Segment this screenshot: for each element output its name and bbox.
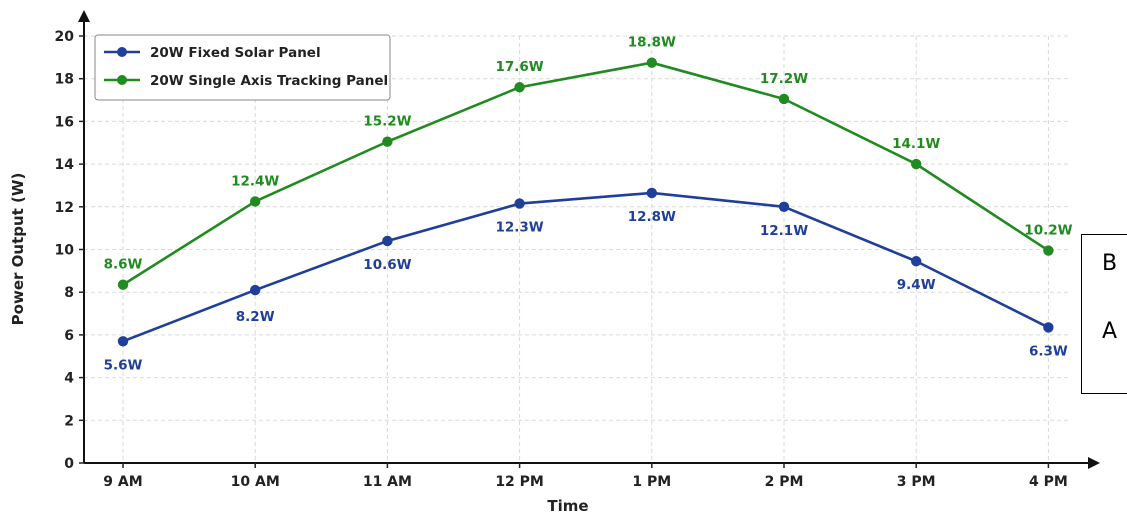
legend-marker bbox=[117, 47, 127, 57]
data-point bbox=[778, 201, 790, 212]
series-tracking-panel: 8.6W 12.4W 15.2W 17.6W 18.8W 17.2W 14.1W 10.2W bbox=[104, 35, 1073, 290]
data-point bbox=[778, 93, 790, 105]
series-layer: 5.6W 8.2W 10.6W 12.3W 12.8W 12.1W 9.4W 6.3W 8.6W… bbox=[104, 35, 1073, 374]
series-fixed-panel: 5.6W 8.2W 10.6W 12.3W 12.8W 12.1W 9.4W 6.3W bbox=[104, 187, 1068, 373]
x-axis-title: Time bbox=[547, 497, 588, 515]
data-label: 10.2W bbox=[1024, 223, 1072, 239]
data-point bbox=[1043, 322, 1054, 333]
data-point bbox=[117, 336, 129, 347]
data-label: 5.6W bbox=[104, 357, 143, 373]
y-tick-label: 6 bbox=[64, 328, 74, 344]
data-point bbox=[382, 235, 393, 247]
y-tick-label: 20 bbox=[55, 29, 75, 45]
data-label: 9.4W bbox=[897, 277, 936, 293]
side-label-b: B bbox=[1102, 251, 1118, 276]
side-label-box: B A bbox=[1081, 234, 1127, 394]
y-axis-title: Power Output (W) bbox=[9, 173, 27, 326]
data-point bbox=[514, 82, 525, 93]
y-tick-label: 16 bbox=[55, 114, 74, 130]
data-label: 8.6W bbox=[104, 257, 143, 273]
x-tick-label: 12 PM bbox=[495, 474, 544, 490]
data-label: 6.3W bbox=[1029, 343, 1068, 359]
y-tick-label: 12 bbox=[55, 200, 74, 216]
data-point bbox=[911, 158, 922, 170]
series-line bbox=[122, 191, 1049, 343]
y-tick-label: 4 bbox=[64, 371, 74, 387]
y-axis-arrow bbox=[78, 10, 90, 22]
data-label: 12.4W bbox=[231, 173, 279, 189]
side-label-a: A bbox=[1102, 319, 1118, 344]
data-label: 18.8W bbox=[628, 35, 676, 51]
data-point bbox=[911, 256, 922, 267]
data-point bbox=[1043, 245, 1054, 256]
x-tick-label: 2 PM bbox=[765, 474, 804, 490]
x-axis-ticks: 9 AM 10 AM 11 AM 12 PM 1 PM 2 PM 3 PM 4 PM bbox=[103, 463, 1068, 490]
data-label: 12.8W bbox=[628, 209, 676, 225]
data-label: 15.2W bbox=[363, 114, 411, 130]
y-tick-label: 0 bbox=[64, 456, 74, 472]
data-label: 14.1W bbox=[892, 136, 940, 152]
x-tick-label: 11 AM bbox=[363, 474, 412, 490]
data-point bbox=[250, 284, 261, 296]
x-tick-label: 9 AM bbox=[103, 474, 142, 490]
legend: 20W Fixed Solar Panel 20W Single Axis Tra… bbox=[94, 34, 391, 101]
data-point bbox=[514, 198, 525, 209]
data-label: 17.6W bbox=[495, 59, 543, 75]
y-tick-label: 8 bbox=[64, 285, 74, 301]
data-label: 17.2W bbox=[760, 71, 808, 87]
x-tick-label: 10 AM bbox=[231, 474, 280, 490]
x-tick-label: 1 PM bbox=[632, 474, 671, 490]
series-line bbox=[122, 61, 1050, 286]
y-tick-label: 10 bbox=[55, 243, 75, 259]
data-point bbox=[646, 187, 657, 199]
legend-marker bbox=[117, 75, 127, 85]
data-point bbox=[250, 196, 261, 207]
legend-label: 20W Single Axis Tracking Panel bbox=[150, 73, 388, 89]
data-point bbox=[646, 57, 657, 68]
data-label: 8.2W bbox=[236, 309, 275, 325]
data-label: 12.3W bbox=[495, 220, 543, 236]
legend-label: 20W Fixed Solar Panel bbox=[150, 45, 321, 61]
data-label: 12.1W bbox=[760, 223, 808, 239]
data-label: 10.6W bbox=[363, 257, 411, 273]
x-tick-label: 4 PM bbox=[1029, 474, 1068, 490]
data-point bbox=[382, 136, 393, 147]
y-axis-ticks: 0 2 4 6 8 10 12 14 16 18 20 bbox=[55, 29, 84, 472]
y-tick-label: 18 bbox=[55, 72, 74, 88]
data-point bbox=[117, 279, 129, 290]
y-tick-label: 14 bbox=[55, 157, 75, 173]
axes bbox=[78, 10, 1100, 469]
x-axis-arrow bbox=[1088, 457, 1100, 469]
legend-box bbox=[94, 34, 391, 101]
y-tick-label: 2 bbox=[64, 413, 74, 429]
x-tick-label: 3 PM bbox=[897, 474, 936, 490]
